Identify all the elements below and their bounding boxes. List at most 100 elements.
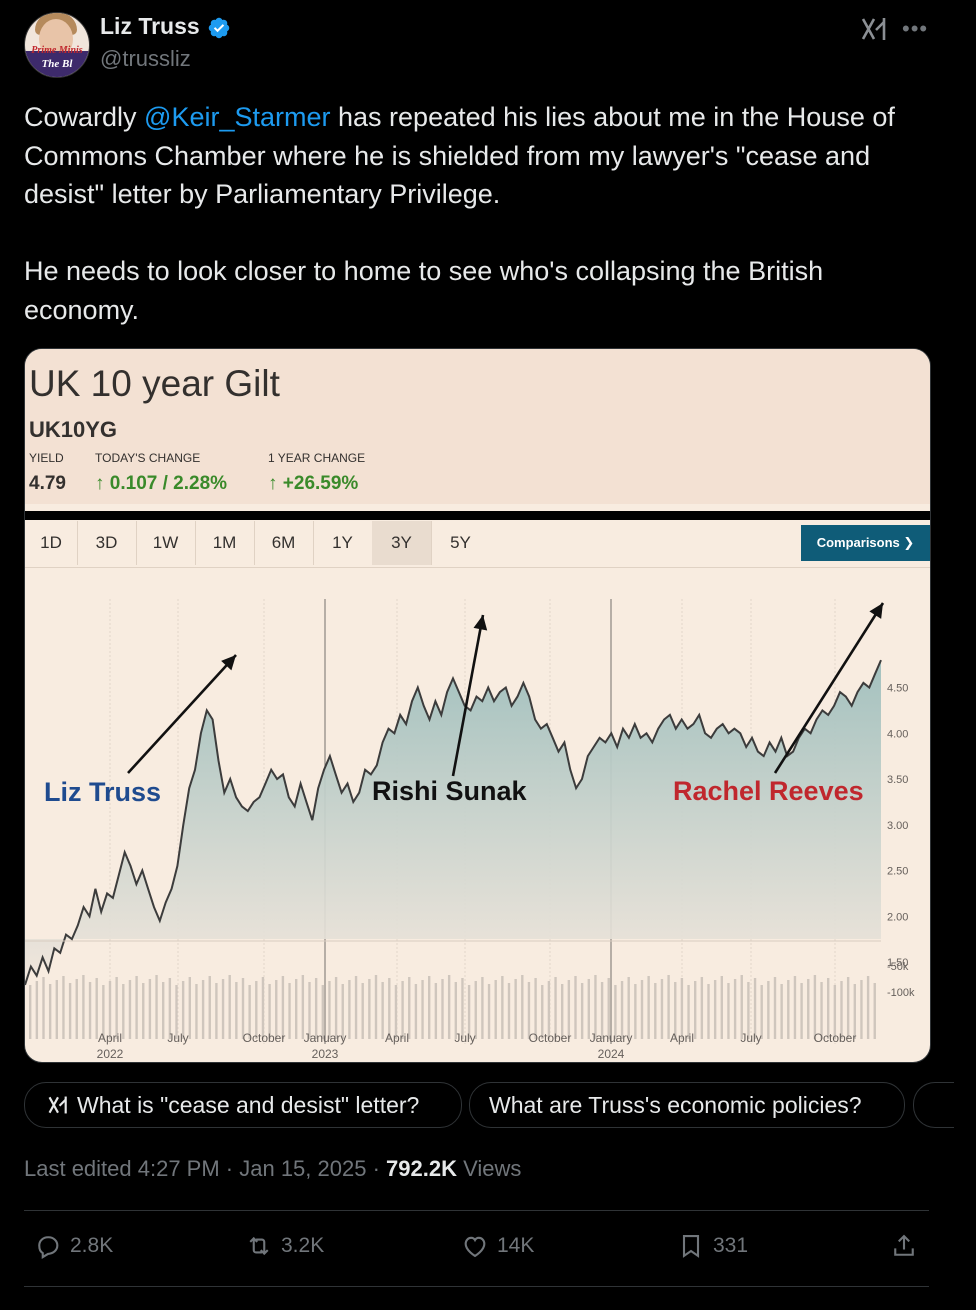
volume-bar: [328, 981, 331, 1039]
volume-bar: [428, 976, 431, 1039]
reply-count: 2.8K: [70, 1234, 114, 1257]
tab-1w[interactable]: 1W: [136, 521, 196, 565]
volume-bar: [561, 984, 564, 1039]
tab-6m[interactable]: 6M: [254, 521, 314, 565]
volume-bar: [567, 980, 571, 1039]
tweet-text-part2: has repeated his lies about me in the Ho…: [24, 102, 895, 325]
volume-bar: [654, 983, 657, 1039]
volume-bar: [600, 982, 604, 1039]
mention-link[interactable]: @Keir_Starmer: [144, 102, 331, 132]
year-change-label: 1 YEAR CHANGE: [268, 451, 366, 465]
volume-bar: [135, 976, 138, 1039]
tab-1d[interactable]: 1D: [25, 521, 78, 565]
tab-1y[interactable]: 1Y: [313, 521, 373, 565]
tab-3y[interactable]: 3Y: [372, 521, 432, 565]
volume-bar: [840, 981, 843, 1039]
volume-bar: [248, 985, 251, 1039]
range-tabs: 1D 3D 1W 1M 6M 1Y 3Y 5Y: [25, 521, 930, 568]
suggestion-chip-3[interactable]: [913, 1082, 954, 1128]
y-tick-label-2: 3.50: [887, 774, 908, 786]
volume-bar: [188, 977, 191, 1039]
volume-bar: [301, 975, 305, 1039]
volume-bar: [720, 976, 723, 1039]
gilt-title: UK 10 year Gilt: [29, 363, 280, 404]
author-name[interactable]: Liz Truss: [100, 13, 200, 39]
divider-top: [24, 1210, 929, 1211]
volume-bar: [733, 979, 737, 1039]
share-button[interactable]: [890, 1232, 918, 1260]
repost-button[interactable]: 3.2K: [245, 1232, 324, 1260]
x-tick-label-9: July: [740, 1031, 761, 1045]
volume-bar: [860, 980, 863, 1039]
volume-bar: [374, 975, 378, 1039]
volume-bar: [740, 975, 743, 1039]
volume-bar: [541, 985, 544, 1039]
volume-bar: [620, 981, 624, 1039]
tweet-media[interactable]: UK 10 year Gilt UK10YG YIELD TODAY'S CHA…: [24, 348, 931, 1063]
more-options-icon[interactable]: •••: [902, 16, 929, 41]
repost-icon: [249, 1236, 269, 1256]
yield-line: [25, 659, 882, 986]
edited-timestamp[interactable]: Last edited 4:27 PM · Jan 15, 2025 ·: [24, 1156, 387, 1181]
suggestion-chip-2[interactable]: What are Truss's economic policies?: [469, 1082, 905, 1128]
author-handle[interactable]: @trussliz: [100, 46, 191, 71]
tab-5y[interactable]: 5Y: [450, 533, 471, 552]
volume-bar: [414, 984, 418, 1039]
volume-bar: [747, 982, 750, 1039]
views-label: Views: [456, 1156, 522, 1181]
volume-bar: [142, 983, 145, 1039]
suggestion-chip-1-label: What is "cease and desist" letter?: [77, 1092, 420, 1118]
volume-bar: [674, 982, 677, 1039]
avatar[interactable]: Prime Minis The Bl: [24, 12, 90, 78]
volume-bar: [208, 976, 211, 1039]
y-tick-label-1: 4.00: [887, 728, 908, 740]
grok-icon[interactable]: [860, 16, 888, 42]
annotation-label-0: Liz Truss: [44, 777, 161, 807]
volume-bar: [168, 978, 172, 1039]
avatar-text-bottom: The Bl: [41, 58, 73, 70]
divider-bar: [25, 511, 930, 520]
volume-bar: [128, 980, 132, 1039]
volume-bar: [793, 976, 797, 1039]
arrow-truss-head: [221, 655, 236, 671]
like-count: 14K: [497, 1234, 535, 1257]
volume-bar: [381, 982, 384, 1039]
tweet-text-part1: Cowardly: [24, 102, 145, 132]
tab-3d[interactable]: 3D: [77, 521, 137, 565]
volume-bar: [780, 984, 783, 1039]
volume-bar: [288, 983, 291, 1039]
volume-bar: [787, 980, 790, 1039]
arrow-reeves-line: [773, 602, 885, 774]
arrow-truss-line: [127, 654, 237, 774]
annotation-label-1: Rishi Sunak: [372, 776, 528, 806]
x-tick-year-3: 2023: [312, 1047, 339, 1061]
volume-bar: [514, 979, 517, 1039]
comparisons-button[interactable]: Comparisons ❯: [801, 525, 930, 561]
volume-bar: [388, 978, 391, 1039]
bookmark-icon: [682, 1235, 700, 1258]
volume-bar: [401, 981, 404, 1039]
volume-bar: [527, 982, 531, 1039]
volume-bar: [507, 983, 511, 1039]
volume-bar: [587, 979, 590, 1039]
y-tick-label-3: 3.00: [887, 820, 908, 832]
volume-tick-label-0: -50k: [887, 961, 909, 973]
volume-bar: [547, 981, 551, 1039]
volume-bar: [314, 978, 318, 1039]
like-button[interactable]: 14K: [461, 1232, 534, 1260]
volume-bar: [268, 984, 271, 1039]
yield-chart: 4.50 4.00 3.50 3.00 2.50 2.00 1.50 -50k -100k A…: [25, 599, 915, 1061]
volume-bar: [800, 983, 803, 1039]
y-tick-label-5: 2.00: [887, 911, 908, 923]
volume-bar: [348, 980, 351, 1039]
volume-bar: [181, 981, 185, 1039]
bookmark-button[interactable]: 331: [677, 1232, 748, 1260]
volume-bar: [261, 977, 265, 1039]
suggestion-chip-1[interactable]: What is "cease and desist" letter?: [24, 1082, 462, 1128]
volume-bar: [308, 982, 311, 1039]
tab-1m[interactable]: 1M: [195, 521, 255, 565]
volume-bar: [753, 978, 757, 1039]
volume-bar: [55, 980, 58, 1039]
reply-button[interactable]: 2.8K: [34, 1232, 113, 1260]
avatar-text-top: Prime Minis: [31, 45, 83, 56]
